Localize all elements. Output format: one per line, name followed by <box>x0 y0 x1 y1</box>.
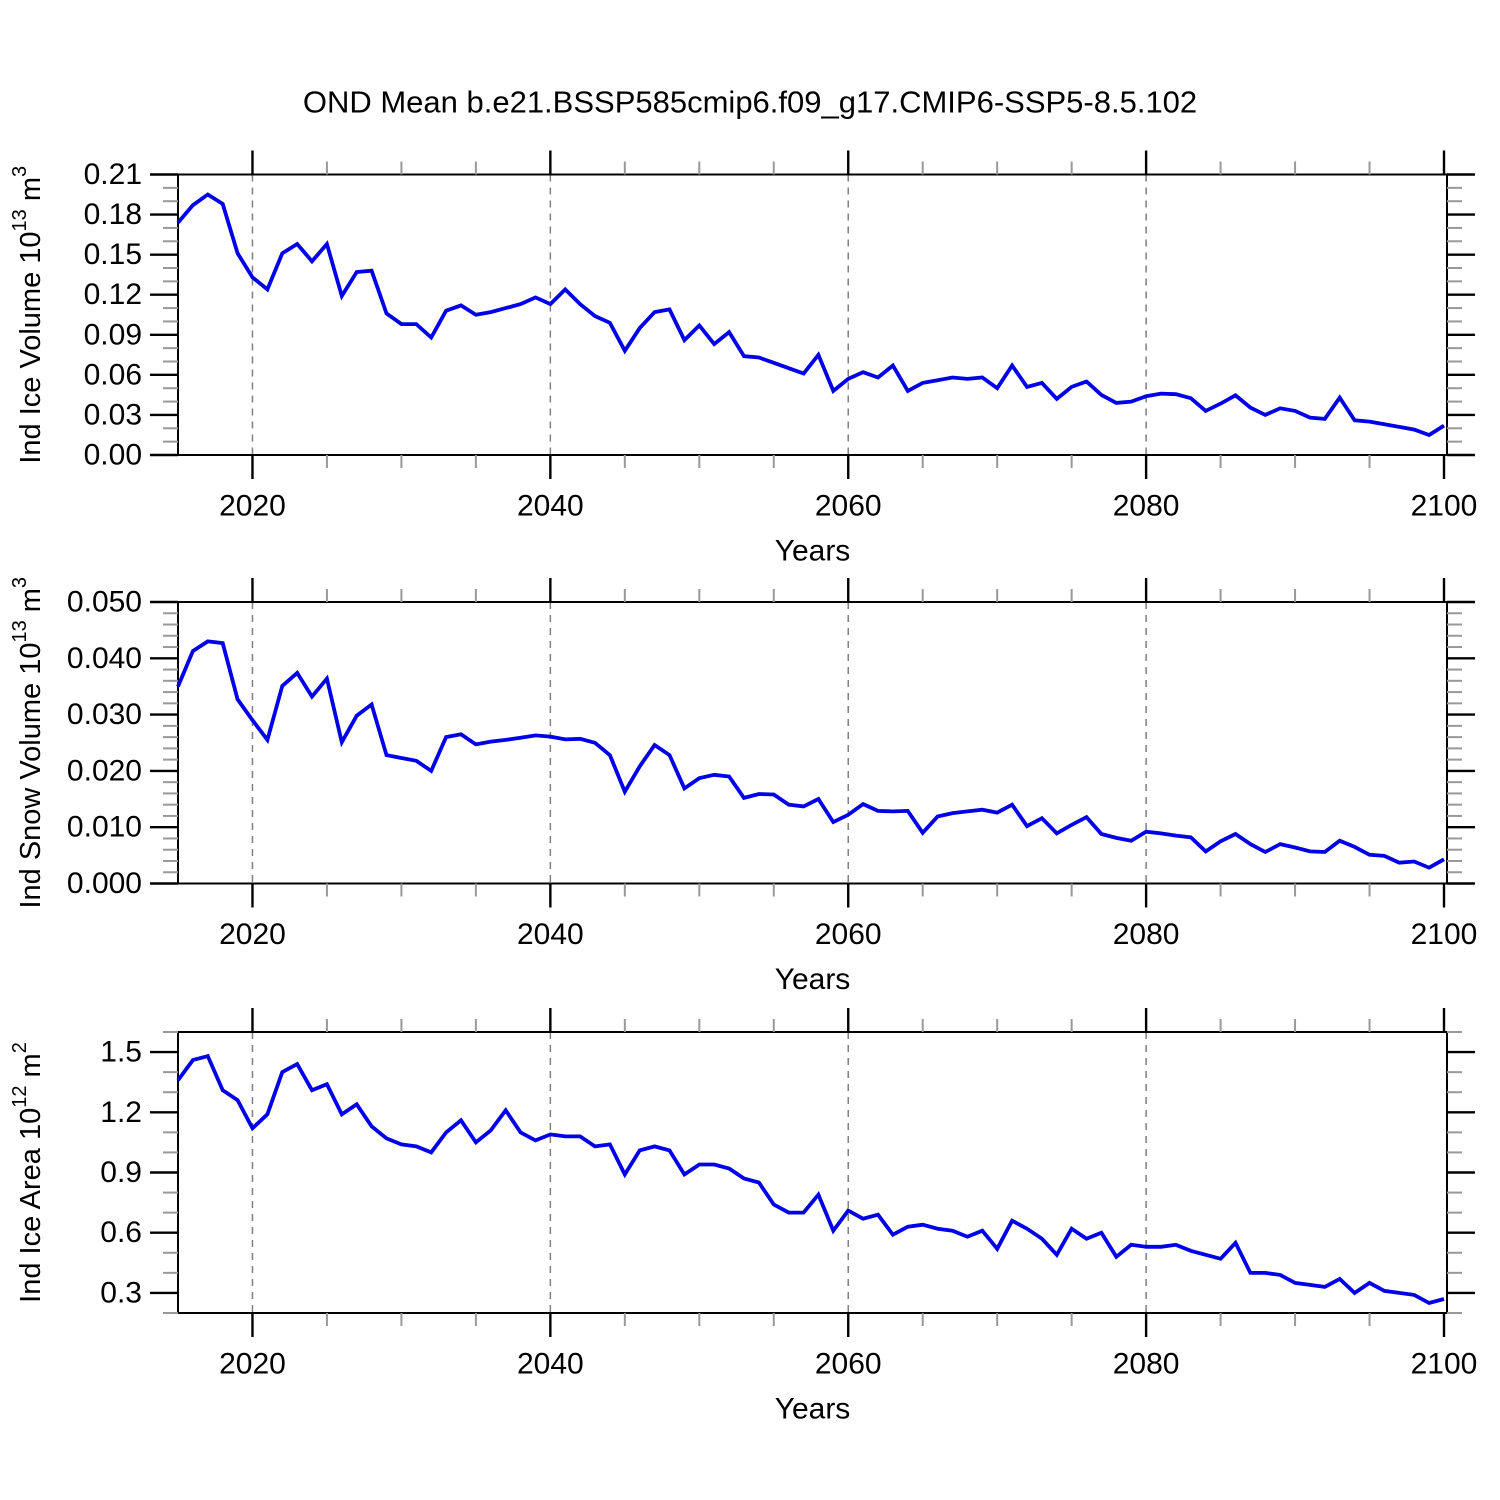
chart-ice-area: 2020 2040 2060 2080 2100 0.3 0.6 0.9 1.2 1.5 Years… <box>9 1008 1477 1426</box>
y-tick-label: 0.050 <box>67 586 142 619</box>
x-tick-label: 2040 <box>517 918 584 951</box>
x-tick-label: 2020 <box>219 918 286 951</box>
y-tick-label: 0.03 <box>84 398 142 431</box>
y-tick-label: 0.010 <box>67 811 142 844</box>
y-axis-label: Ind Ice Area 1012 m2 <box>9 1042 47 1303</box>
data-line-ice-volume <box>176 192 1446 438</box>
x-tick-label: 2060 <box>815 918 882 951</box>
chart-snow-volume: 2020 2040 2060 2080 2100 0.000 0.010 0.020 0.030… <box>9 577 1477 996</box>
y-tick-label: 0.15 <box>84 238 142 271</box>
x-tick-label: 2040 <box>517 1348 584 1381</box>
x-tick-label: 2080 <box>1113 1348 1180 1381</box>
x-tick-label: 2020 <box>219 1348 286 1381</box>
x-tick-label: 2080 <box>1113 918 1180 951</box>
x-tick-label: 2100 <box>1411 918 1478 951</box>
y-tick-label: 0.3 <box>100 1276 142 1309</box>
y-tick-label: 0.9 <box>100 1156 142 1189</box>
x-tick-label: 2100 <box>1411 490 1478 523</box>
plot-title: OND Mean b.e21.BSSP585cmip6.f09_g17.CMIP… <box>303 85 1197 120</box>
y-tick-label: 0.6 <box>100 1216 142 1249</box>
x-tick-label: 2060 <box>815 490 882 523</box>
y-tick-label: 0.00 <box>84 439 142 472</box>
y-tick-label: 0.18 <box>84 198 142 231</box>
y-axis-label: Ind Ice Volume 1013 m3 <box>9 166 47 464</box>
plot-box <box>177 173 1448 456</box>
x-axis-label: Years <box>775 535 851 568</box>
x-tick-label: 2080 <box>1113 490 1180 523</box>
y-tick-label: 0.06 <box>84 358 142 391</box>
y-tick-label: 0.12 <box>84 278 142 311</box>
x-tick-label: 2040 <box>517 490 584 523</box>
plot-box <box>177 1031 1448 1314</box>
chart-ice-volume: 2020 2040 2060 2080 2100 0.00 0.03 0.06 0.09 0.12… <box>9 150 1478 568</box>
data-line-ice-area <box>176 1053 1445 1306</box>
x-tick-label: 2100 <box>1411 1348 1478 1381</box>
y-tick-label: 1.2 <box>100 1096 142 1129</box>
plot-box <box>177 601 1448 885</box>
y-tick-label: 1.5 <box>100 1036 142 1069</box>
y-tick-label: 0.21 <box>84 158 142 191</box>
y-tick-label: 0.09 <box>84 318 142 351</box>
y-tick-label: 0.040 <box>67 642 142 675</box>
y-axis-label: Ind Snow Volume 1013 m3 <box>9 577 47 909</box>
x-tick-label: 2020 <box>219 490 286 523</box>
x-axis-label: Years <box>775 1393 851 1426</box>
x-tick-label: 2060 <box>815 1348 882 1381</box>
y-tick-label: 0.020 <box>67 754 142 787</box>
y-tick-label: 0.030 <box>67 698 142 731</box>
y-tick-label: 0.000 <box>67 867 142 900</box>
x-axis-label: Years <box>775 963 851 996</box>
data-line-snow-volume <box>176 639 1445 870</box>
